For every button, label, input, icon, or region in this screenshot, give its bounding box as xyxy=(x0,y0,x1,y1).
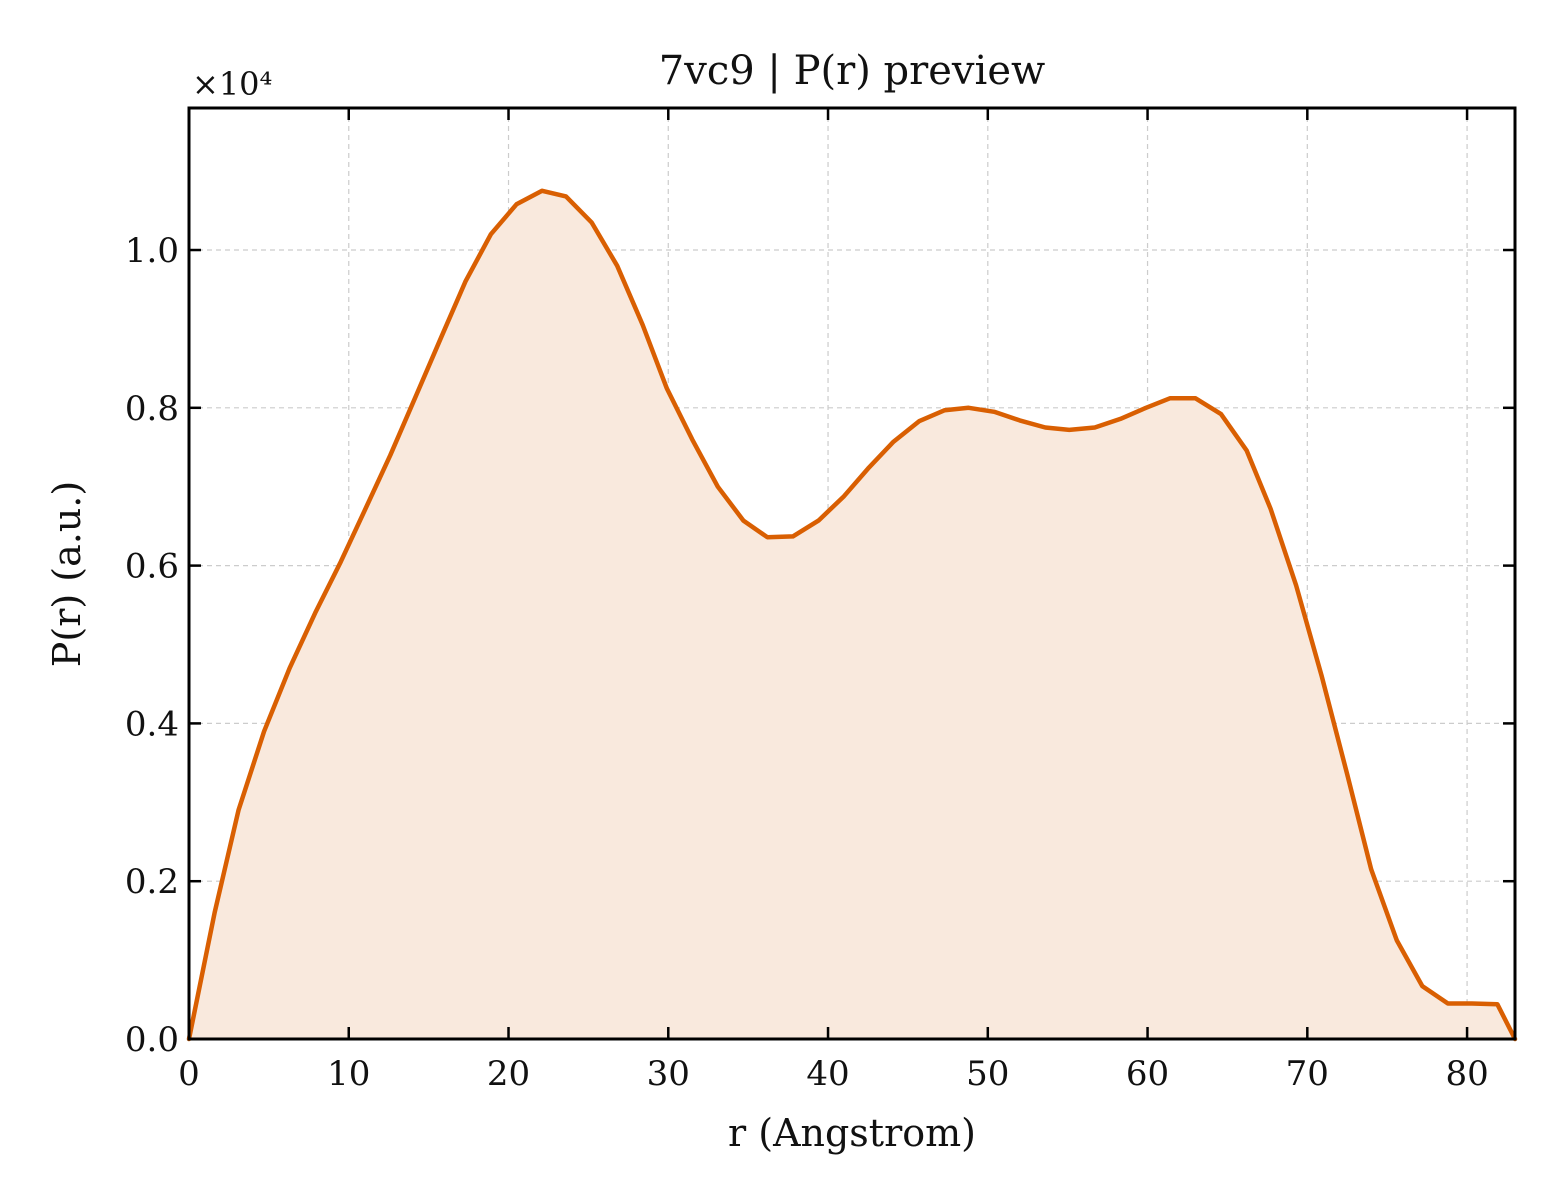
x-tick-label: 30 xyxy=(647,1054,690,1094)
y-axis-label: P(r) (a.u.) xyxy=(45,481,89,667)
pr-series-line xyxy=(186,188,1518,1042)
chart-title: 7vc9 | P(r) preview xyxy=(659,48,1045,94)
pr-area-fill xyxy=(189,190,1515,1040)
y-tick-label: 0.4 xyxy=(125,704,179,744)
y-tick-label: 1.0 xyxy=(125,231,179,271)
x-axis-label: r (Angstrom) xyxy=(728,1111,976,1155)
y-multiplier-label: ×10⁴ xyxy=(192,65,272,103)
x-tick-label: 50 xyxy=(966,1054,1009,1094)
x-tick-label: 70 xyxy=(1286,1054,1329,1094)
x-tick-label: 80 xyxy=(1445,1054,1488,1094)
x-tick-label: 60 xyxy=(1126,1054,1169,1094)
axis-ticks xyxy=(187,108,1515,1041)
x-tick-label: 40 xyxy=(806,1054,849,1094)
x-tick-label: 20 xyxy=(487,1054,530,1094)
y-tick-label: 0.6 xyxy=(125,547,179,587)
x-tick-label: 0 xyxy=(178,1054,200,1094)
y-tick-label: 0.2 xyxy=(125,862,179,902)
y-tick-label: 0.0 xyxy=(125,1020,179,1060)
x-tick-label: 10 xyxy=(327,1054,370,1094)
plot-frame xyxy=(187,106,1517,1041)
y-tick-label: 0.8 xyxy=(125,389,179,429)
